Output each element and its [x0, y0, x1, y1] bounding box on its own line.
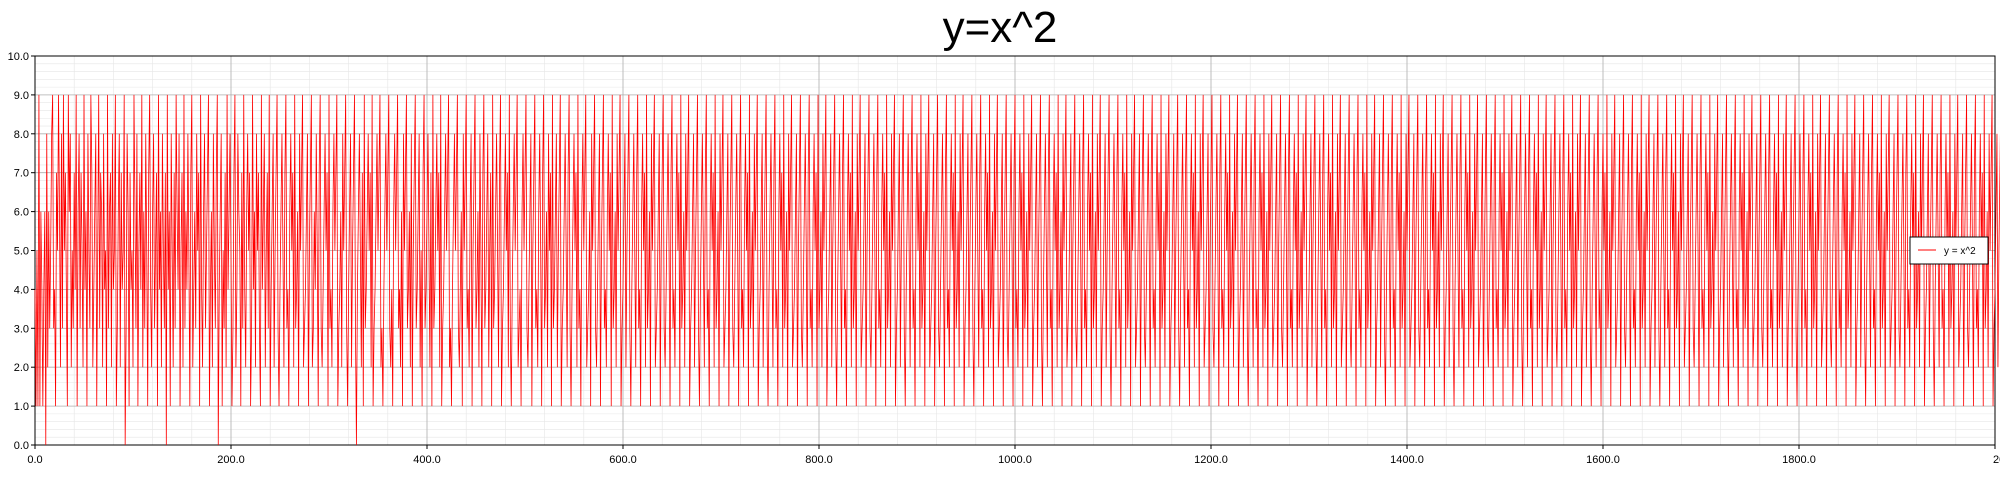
x-axis: 0.0 200.0 400.0 600.0 800.0 1000.0 1200.0 1400.… — [27, 445, 2000, 466]
x-tick-label: 0.0 — [27, 454, 42, 466]
x-tick-label: 1800.0 — [1782, 454, 1816, 466]
y-tick-label: 4.0 — [14, 284, 29, 296]
y-tick-label: 9.0 — [14, 90, 29, 102]
chart-title: y=x^2 — [942, 3, 1058, 52]
x-tick-label: 1200.0 — [1194, 454, 1228, 466]
x-tick-label: 1000.0 — [998, 454, 1032, 466]
y-tick-label: 2.0 — [14, 362, 29, 374]
y-tick-label: 3.0 — [14, 323, 29, 335]
series-line-0 — [34, 94, 2000, 446]
y-tick-label: 5.0 — [14, 246, 29, 258]
y-tick-label: 8.0 — [14, 129, 29, 141]
x-tick-label: 1400.0 — [1390, 454, 1424, 466]
y-tick-label: 6.0 — [14, 207, 29, 219]
series-layer — [34, 94, 2000, 446]
x-tick-label: 1600.0 — [1586, 454, 1620, 466]
x-tick-label: 200.0 — [217, 454, 245, 466]
y-axis: 0.0 1.0 2.0 3.0 4.0 5.0 6.0 7.0 8.0 9.0 10.0 — [8, 51, 35, 452]
y-tick-label: 0.0 — [14, 440, 29, 452]
x-tick-label: 600.0 — [609, 454, 637, 466]
x-tick-label: 2000 — [1993, 454, 2000, 466]
x-tick-label: 400.0 — [413, 454, 441, 466]
y-tick-label: 1.0 — [14, 401, 29, 413]
y-tick-label: 7.0 — [14, 168, 29, 180]
legend-label: y = x^2 — [1944, 246, 1976, 257]
y-tick-label: 10.0 — [8, 51, 29, 63]
legend: y = x^2 — [1909, 236, 1989, 265]
x-tick-label: 800.0 — [805, 454, 833, 466]
